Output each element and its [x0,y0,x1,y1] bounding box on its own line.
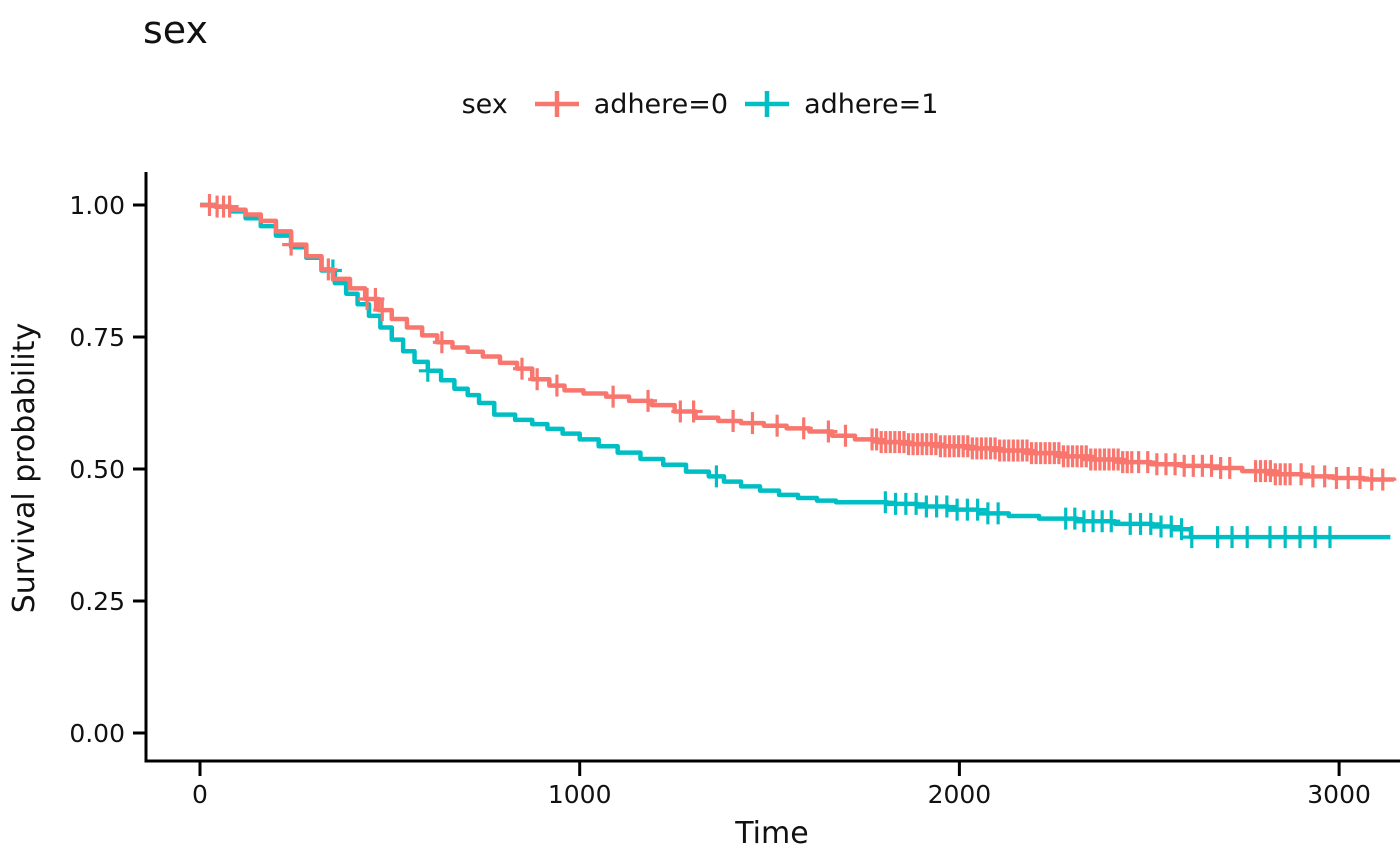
censor-marks-adhere0 [200,194,1392,491]
y-tick-label: 0.00 [69,719,125,748]
x-tick-label: 3000 [1307,780,1371,809]
survival-curve-adhere0 [200,202,1397,482]
y-tick-label: 1.00 [69,191,125,220]
y-tick-label: 0.75 [69,323,125,352]
legend-item-adhere0: adhere=0 [532,88,728,120]
legend-title: sex [461,88,508,120]
x-tick-label: 2000 [928,780,992,809]
x-tick-label: 0 [192,780,208,809]
km-plus-key-icon [534,91,579,117]
y-axis-title: Survival probability [7,323,42,614]
y-tick-label: 0.25 [69,587,125,616]
x-axis-title: Time [734,816,808,851]
legend: sex adhere=0 adhere=1 [0,88,1400,120]
censor-marks-adhere1 [323,259,1339,549]
km-plus-key-icon [745,91,790,117]
chart-title: sex [143,8,208,52]
legend-item-label: adhere=1 [804,88,939,120]
y-tick-label: 0.50 [69,455,125,484]
x-tick-label: 1000 [548,780,612,809]
legend-item-adhere1: adhere=1 [742,88,938,120]
survival-curve-adhere1 [200,202,1391,540]
legend-item-label: adhere=0 [593,88,729,120]
